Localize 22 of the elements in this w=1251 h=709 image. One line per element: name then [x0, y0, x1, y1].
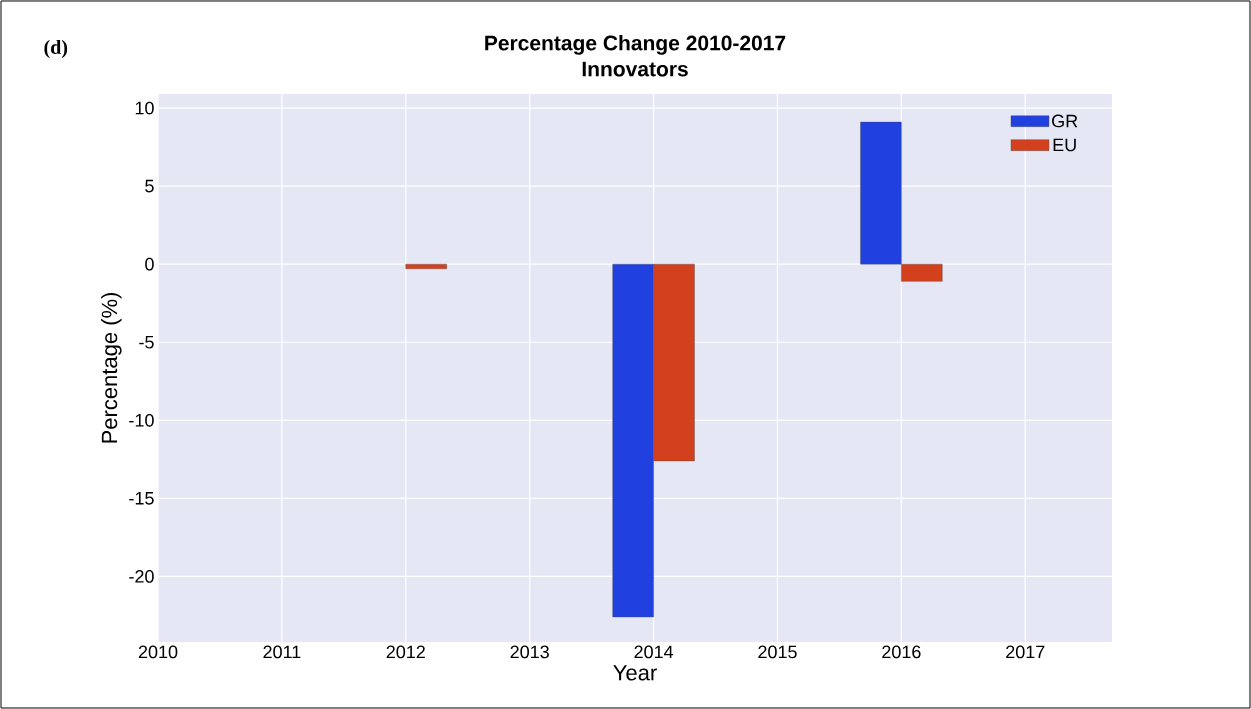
- y-tick-label: -20: [129, 570, 154, 583]
- chart-subtitle: Innovators: [582, 61, 688, 77]
- x-axis-title: Year: [613, 665, 657, 681]
- y-axis-title: Percentage (%): [101, 292, 122, 443]
- y-tick-label: -15: [129, 492, 154, 505]
- x-tick-label: 2013: [510, 645, 549, 659]
- x-tick-label: 2014: [634, 645, 674, 659]
- y-tick-label: -10: [129, 413, 154, 427]
- y-tick-label: -5: [139, 335, 154, 349]
- x-tick-label: 2015: [758, 645, 797, 659]
- text: (d): [44, 39, 68, 59]
- x-tick-label: 2017: [1006, 645, 1045, 659]
- x-tick-label: 2010: [138, 645, 178, 659]
- legend-label: GR: [1052, 114, 1078, 128]
- y-tick-label: 5: [145, 179, 154, 193]
- y-tick-label: 10: [135, 101, 154, 115]
- legend-label: EU: [1053, 138, 1076, 152]
- x-tick-label: 2012: [386, 645, 425, 659]
- y-tick-label: 0: [145, 257, 154, 271]
- x-tick-label: 2011: [263, 645, 301, 659]
- chart-title: Percentage Change 2010-2017: [485, 35, 786, 55]
- x-tick-label: 2016: [882, 645, 921, 659]
